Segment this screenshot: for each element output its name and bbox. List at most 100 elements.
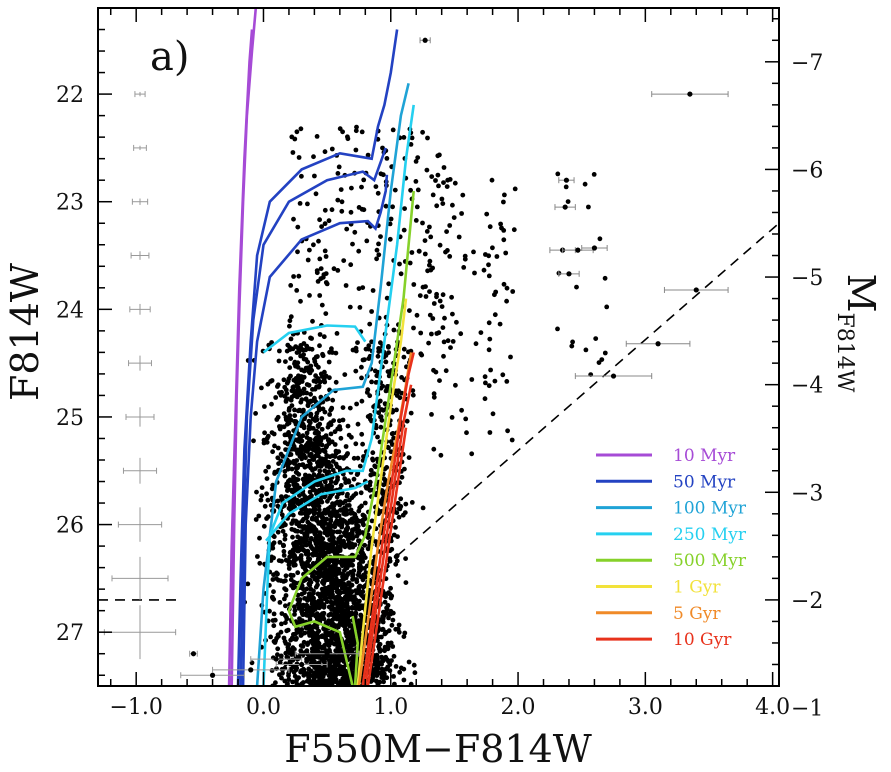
star-point [403,501,409,507]
star-point [288,577,294,583]
star-point [328,504,333,510]
star-point [301,341,307,346]
star-point [328,618,333,624]
star-point [483,380,488,386]
star-point [288,637,294,643]
star-point [327,512,333,517]
star-point [290,512,296,518]
star-point [340,609,346,614]
star-point [331,670,337,675]
star-point [377,646,382,652]
star-point [290,679,295,685]
star-point [354,124,359,130]
star-point [291,216,296,222]
star-point [303,542,309,548]
star-point [311,154,316,160]
star-point [489,177,495,183]
star-point [300,644,306,649]
star-point [403,580,409,585]
star-point [333,500,339,506]
star-point [440,201,446,207]
star-point [450,202,455,208]
star-point [386,373,392,379]
star-point [370,457,376,463]
star-point [319,499,325,505]
error-star [422,37,428,43]
star-point [321,435,327,440]
y-tick-label: 24 [56,298,84,323]
star-point [287,318,293,324]
star-point [461,265,467,270]
star-point [387,221,393,227]
error-star [687,91,693,97]
star-point [316,364,321,370]
star-point [357,564,362,570]
star-point [388,595,394,601]
y-right-tick-label: −5 [791,266,823,291]
star-point [273,680,278,686]
star-point [380,626,386,632]
star-point [317,256,323,262]
error-star [248,667,254,673]
star-point [319,224,324,230]
star-point [332,442,338,447]
star-point [345,525,350,530]
star-point [569,343,575,349]
star-point [345,423,351,429]
star-point [287,365,293,370]
star-point [418,330,424,336]
star-point [304,435,310,440]
star-point [555,326,560,332]
star-point [320,671,326,677]
star-point [298,669,303,675]
star-point [341,619,347,625]
y-right-title-sub: F814W [832,313,857,393]
star-point [306,495,312,501]
star-point [390,431,396,436]
star-point [378,234,383,240]
star-point [313,191,319,197]
star-point [368,416,373,422]
error-star [591,245,598,251]
star-point [374,256,379,262]
star-point [336,581,341,587]
star-point [295,364,301,370]
star-point [381,675,387,681]
star-point [299,591,305,597]
star-point [441,165,447,170]
star-point [393,664,399,669]
star-point [317,530,323,535]
star-point [427,258,433,264]
legend-entry: 100 Myr [673,499,747,519]
star-point [340,508,346,514]
star-point [317,343,322,349]
star-point [308,628,313,633]
star-point [428,234,434,240]
star-point [294,635,299,641]
star-point [271,611,277,617]
star-point [302,534,308,539]
legend-entry: 500 Myr [673,551,747,571]
star-point [450,311,455,317]
star-point [283,447,288,452]
star-point [271,589,276,595]
star-point [565,199,571,205]
star-point [392,681,397,686]
star-point [370,288,376,293]
star-point [439,196,445,202]
star-point [298,633,304,638]
star-point [344,598,350,604]
star-point [441,180,446,186]
star-point [392,187,398,193]
star-point [335,268,341,273]
star-point [498,221,503,227]
star-point [295,602,301,607]
star-point [504,298,509,304]
star-point [320,650,326,656]
star-point [353,147,359,153]
star-point [429,412,434,417]
star-point [388,611,393,617]
star-point [283,398,289,403]
x-tick-label: −1.0 [109,695,162,720]
